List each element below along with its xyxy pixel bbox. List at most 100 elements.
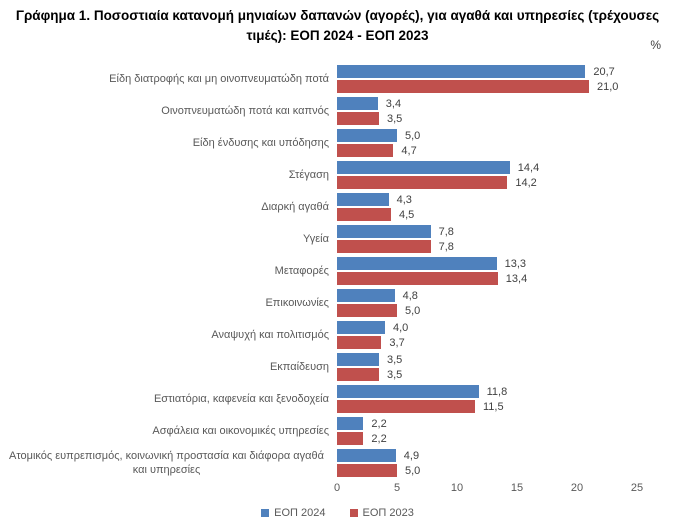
- bar-εοπ-2023: [337, 368, 379, 382]
- category-row: Οινοπνευματώδη ποτά και καπνός 3,4 3,5: [0, 97, 675, 126]
- category-label-cell: Επικοινωνίες: [0, 296, 337, 310]
- bar-line: 21,0: [337, 80, 675, 94]
- value-label: 11,8: [486, 385, 508, 398]
- category-label: Επικοινωνίες: [265, 296, 329, 309]
- bar-line: 7,8: [337, 240, 675, 254]
- value-label: 4,8: [402, 289, 418, 302]
- bar-line: 2,2: [337, 417, 675, 431]
- value-label: 4,9: [403, 449, 420, 462]
- bar-line: 5,0: [337, 304, 675, 318]
- category-row: Υγεία 7,8 7,8: [0, 225, 675, 254]
- bar-line: 4,0: [337, 321, 675, 335]
- value-label: 3,5: [387, 112, 403, 125]
- bar-εοπ-2023: [337, 272, 498, 286]
- category-label-cell: Είδη ένδυσης και υπόδησης: [0, 136, 337, 150]
- bar-εοπ-2024: [337, 193, 389, 207]
- bar-εοπ-2024: [337, 321, 385, 335]
- bar-line: 4,9: [337, 449, 675, 463]
- category-bars: 14,4 14,2: [337, 161, 675, 190]
- chart-rows: Είδη διατροφής και μη οινοπνευματώδη ποτ…: [0, 65, 675, 478]
- category-row: Ασφάλεια και οικονομικές υπηρεσίες 2,2 2,2: [0, 417, 675, 446]
- legend-swatch: [261, 508, 270, 517]
- category-row: Αναψυχή και πολιτισμός 4,0 3,7: [0, 321, 675, 350]
- bar-chart: Είδη διατροφής και μη οινοπνευματώδη ποτ…: [0, 65, 675, 519]
- value-label: 14,4: [517, 161, 540, 174]
- value-label: 3,5: [387, 353, 403, 366]
- bar-line: 3,7: [337, 336, 675, 350]
- category-row: Μεταφορές 13,3 13,4: [0, 257, 675, 286]
- value-label: 2,2: [371, 417, 387, 430]
- category-bars: 20,7 21,0: [337, 65, 675, 94]
- bar-εοπ-2023: [337, 144, 394, 158]
- category-label: Διαρκή αγαθά: [261, 200, 329, 213]
- bar-εοπ-2023: [337, 240, 431, 254]
- x-axis-tick: 5: [393, 481, 401, 494]
- category-bars: 3,5 3,5: [337, 353, 675, 382]
- category-row: Εκπαίδευση 3,5 3,5: [0, 353, 675, 382]
- category-label: Οινοπνευματώδη ποτά και καπνός: [161, 104, 329, 117]
- category-label-cell: Ασφάλεια και οικονομικές υπηρεσίες: [0, 424, 337, 438]
- bar-line: 11,5: [337, 400, 675, 414]
- bar-εοπ-2023: [337, 80, 589, 94]
- bar-line: 14,4: [337, 161, 675, 175]
- value-label: 4,5: [399, 208, 415, 221]
- legend-item: ΕΟΠ 2023: [349, 506, 414, 519]
- category-bars: 4,0 3,7: [337, 321, 675, 350]
- bar-εοπ-2023: [337, 464, 397, 478]
- category-label-cell: Στέγαση: [0, 168, 337, 182]
- bar-line: 20,7: [337, 65, 675, 79]
- bar-εοπ-2023: [337, 112, 379, 126]
- bar-line: 7,8: [337, 225, 675, 239]
- chart-title: Γράφημα 1. Ποσοστιαία κατανομή μηνιαίων …: [15, 8, 660, 43]
- percent-unit-label: %: [650, 38, 661, 52]
- bar-εοπ-2024: [337, 65, 586, 79]
- legend-label: ΕΟΠ 2024: [274, 506, 326, 519]
- bar-εοπ-2024: [337, 449, 396, 463]
- category-row: Ατομικός ευπρεπισμός, κοινωνική προστασί…: [0, 449, 675, 478]
- category-label: Στέγαση: [288, 168, 329, 181]
- bar-εοπ-2024: [337, 353, 379, 367]
- category-bars: 13,3 13,4: [337, 257, 675, 286]
- category-label-cell: Διαρκή αγαθά: [0, 200, 337, 214]
- bar-line: 5,0: [337, 129, 675, 143]
- value-label: 5,0: [405, 304, 421, 317]
- category-row: Είδη ένδυσης και υπόδησης 5,0 4,7: [0, 129, 675, 158]
- bar-line: 3,4: [337, 97, 675, 111]
- value-label: 4,7: [401, 144, 417, 157]
- bar-εοπ-2024: [337, 225, 431, 239]
- legend: ΕΟΠ 2024 ΕΟΠ 2023: [0, 507, 675, 519]
- category-label: Εκπαίδευση: [269, 360, 329, 373]
- bar-line: 4,3: [337, 193, 675, 207]
- value-label: 4,3: [396, 193, 412, 206]
- category-bars: 11,8 11,5: [337, 385, 675, 414]
- value-label: 13,3: [504, 257, 527, 270]
- bar-εοπ-2023: [337, 304, 397, 318]
- value-label: 2,2: [371, 432, 387, 445]
- bar-line: 3,5: [337, 112, 675, 126]
- bar-line: 13,4: [337, 272, 675, 286]
- bar-εοπ-2023: [337, 336, 382, 350]
- category-bars: 4,9 5,0: [337, 449, 675, 478]
- value-label: 14,2: [515, 176, 537, 189]
- legend-label: ΕΟΠ 2023: [362, 506, 414, 519]
- value-label: 5,0: [405, 464, 421, 477]
- category-row: Επικοινωνίες 4,8 5,0: [0, 289, 675, 318]
- bar-line: 13,3: [337, 257, 675, 271]
- category-label-cell: Μεταφορές: [0, 264, 337, 278]
- category-label: Ατομικός ευπρεπισμός, κοινωνική προστασί…: [9, 450, 324, 477]
- category-bars: 4,8 5,0: [337, 289, 675, 318]
- x-axis-tick: 15: [510, 481, 524, 494]
- category-label-cell: Οινοπνευματώδη ποτά και καπνός: [0, 104, 337, 118]
- bar-εοπ-2024: [337, 417, 364, 431]
- bar-εοπ-2023: [337, 432, 364, 446]
- category-label: Εστιατόρια, καφενεία και ξενοδοχεία: [153, 392, 329, 405]
- value-label: 20,7: [593, 65, 615, 78]
- category-label: Υγεία: [302, 232, 329, 245]
- x-axis: 0 5 10 15 20 25: [334, 481, 675, 497]
- bar-line: 2,2: [337, 432, 675, 446]
- bar-line: 4,8: [337, 289, 675, 303]
- value-label: 5,0: [405, 129, 421, 142]
- bar-εοπ-2024: [337, 257, 497, 271]
- bar-line: 3,5: [337, 368, 675, 382]
